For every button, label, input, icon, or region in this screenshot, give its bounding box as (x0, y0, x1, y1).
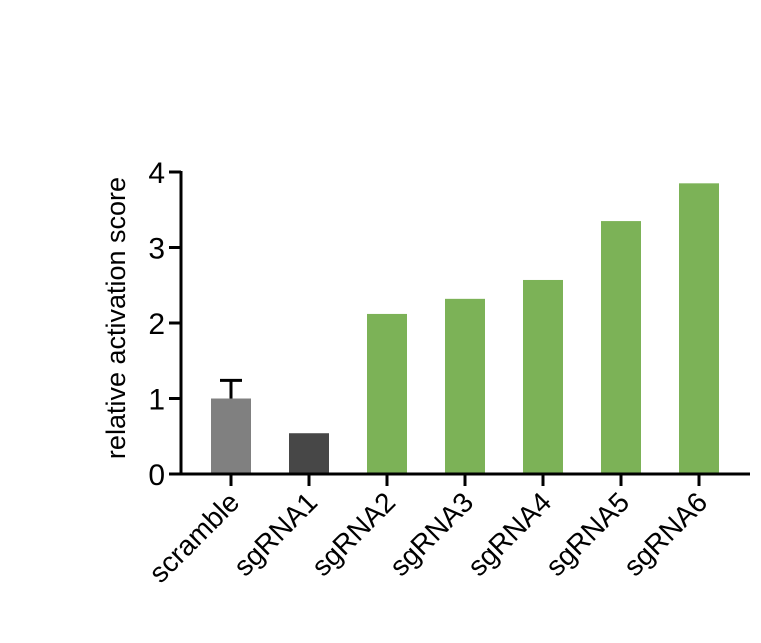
y-tick-label: 0 (148, 459, 165, 492)
y-axis-title: relative activation score (101, 177, 131, 459)
x-tick-label: sgRNA5 (540, 486, 636, 582)
x-tick-label: sgRNA6 (618, 486, 714, 582)
bar-sgrna6 (679, 183, 719, 474)
x-tick-label: sgRNA2 (306, 486, 402, 582)
x-ticks-group: scramblesgRNA1sgRNA2sgRNA3sgRNA4sgRNA5sg… (143, 474, 713, 589)
y-ticks-group: 0 1 2 3 4 (148, 157, 181, 492)
x-tick-label: scramble (143, 486, 245, 588)
bar-sgrna5 (601, 221, 641, 474)
bars-group (211, 183, 719, 474)
y-tick-label: 3 (148, 233, 165, 266)
bar-scramble (211, 398, 251, 474)
x-tick-label: sgRNA1 (228, 486, 324, 582)
bar-sgrna2 (367, 313, 407, 474)
y-tick-label: 1 (148, 384, 165, 417)
bar-sgrna3 (445, 298, 485, 474)
x-tick-label: sgRNA4 (462, 486, 558, 582)
y-tick-label: 4 (148, 157, 165, 190)
error-bars-group (220, 378, 242, 399)
x-tick-label: sgRNA3 (384, 486, 480, 582)
bar-sgrna1 (289, 433, 329, 474)
bar-sgrna4 (523, 279, 563, 474)
y-tick-label: 2 (148, 308, 165, 341)
